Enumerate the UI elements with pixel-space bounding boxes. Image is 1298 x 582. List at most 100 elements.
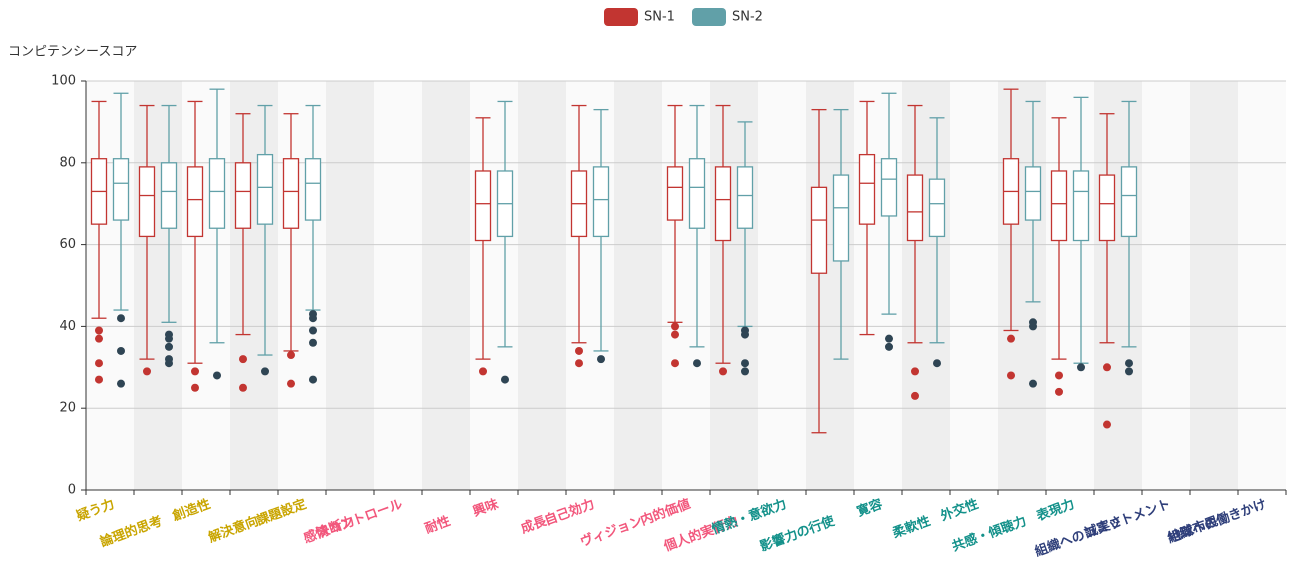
box <box>810 186 828 274</box>
x-tick-label: 組織への働きかけ <box>1165 496 1268 547</box>
band <box>662 81 710 490</box>
box <box>858 153 876 225</box>
outlier <box>1055 371 1063 380</box>
outlier <box>741 330 749 339</box>
outlier <box>95 359 103 368</box>
x-tick-label: 耐性 <box>423 513 453 537</box>
box <box>666 166 684 221</box>
outlier <box>261 367 269 376</box>
band <box>998 81 1046 490</box>
y-axis-title: コンピテンシースコア <box>8 45 137 60</box>
box <box>138 166 156 238</box>
x-tick-label: 興味 <box>471 496 501 520</box>
band <box>758 81 806 490</box>
outlier <box>501 375 509 384</box>
x-tick-label: 影響力の行使 <box>758 513 838 555</box>
band <box>902 81 950 490</box>
outlier <box>165 359 173 368</box>
band <box>230 81 278 490</box>
outlier <box>693 359 701 368</box>
outlier <box>671 359 679 368</box>
band <box>374 81 422 490</box>
band <box>1190 81 1238 490</box>
band <box>806 81 854 490</box>
outlier <box>239 383 247 392</box>
box <box>1072 170 1090 242</box>
x-tick-label: 論理的思考 <box>98 513 165 550</box>
y-tick-label: 100 <box>51 74 76 89</box>
box <box>234 162 252 229</box>
outlier <box>309 338 317 347</box>
x-tick-label: 課題設定 <box>254 496 308 529</box>
box <box>1050 170 1068 242</box>
box <box>1024 166 1042 221</box>
band <box>470 81 518 490</box>
outlier <box>1007 371 1015 380</box>
box <box>160 162 178 229</box>
box <box>592 166 610 238</box>
box <box>256 153 274 225</box>
legend-label: SN-1 <box>644 10 675 25</box>
box <box>688 158 706 229</box>
outlier <box>309 375 317 384</box>
box <box>714 166 732 242</box>
box <box>906 174 924 242</box>
outlier <box>287 379 295 388</box>
outlier <box>165 334 173 343</box>
x-tick-label: 疑う力 <box>74 496 116 524</box>
x-tick-label: 寛容 <box>855 496 885 520</box>
band <box>950 81 998 490</box>
outlier <box>1077 363 1085 372</box>
band <box>710 81 758 490</box>
band <box>134 81 182 490</box>
band <box>614 81 662 490</box>
outlier <box>1103 420 1111 429</box>
outlier <box>309 314 317 323</box>
band <box>326 81 374 490</box>
outlier <box>95 334 103 343</box>
outlier <box>95 326 103 335</box>
band <box>278 81 326 490</box>
outlier <box>885 342 893 351</box>
outlier <box>117 346 125 355</box>
outlier <box>117 314 125 323</box>
outlier <box>885 334 893 343</box>
x-tick-label: 解決意向 <box>205 513 260 546</box>
band <box>86 81 134 490</box>
outlier <box>741 359 749 368</box>
outlier <box>117 379 125 388</box>
outlier <box>741 367 749 376</box>
box <box>186 166 204 238</box>
outlier <box>213 371 221 380</box>
outlier <box>1029 379 1037 388</box>
outlier <box>239 355 247 364</box>
band <box>1142 81 1190 490</box>
x-tick-label: 表現力 <box>1033 496 1076 525</box>
x-tick-label: ヴィジョン <box>578 513 645 550</box>
outlier <box>719 367 727 376</box>
y-tick-label: 60 <box>59 237 76 252</box>
outlier <box>1103 363 1111 372</box>
band <box>1238 81 1286 490</box>
y-tick-label: 20 <box>59 401 76 416</box>
box <box>112 158 130 221</box>
band <box>518 81 566 490</box>
x-tick-label: 自己効力 <box>542 496 596 529</box>
x-tick-label: 情熱・意欲力 <box>710 496 789 538</box>
box <box>282 158 300 229</box>
outlier <box>597 355 605 364</box>
outlier <box>1029 322 1037 331</box>
outlier <box>165 342 173 351</box>
outlier <box>287 351 295 360</box>
outlier <box>671 330 679 339</box>
x-tick-label: 感情コントロール <box>301 496 404 547</box>
y-tick-label: 40 <box>59 319 76 334</box>
x-tick-label: 内的価値 <box>638 496 692 529</box>
x-tick-label: 創造性 <box>169 496 212 525</box>
outlier <box>309 326 317 335</box>
outlier <box>191 367 199 376</box>
outlier <box>933 359 941 368</box>
box <box>474 170 492 242</box>
box <box>304 158 322 221</box>
